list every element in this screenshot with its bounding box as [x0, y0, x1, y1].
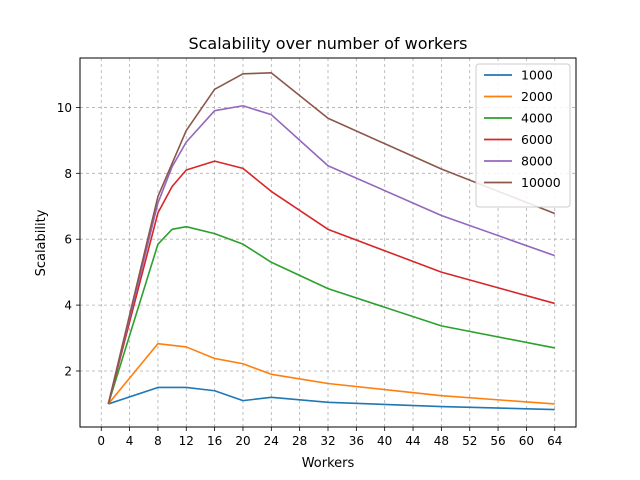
legend-label: 10000	[521, 175, 561, 190]
series-line-10000	[107, 72, 556, 405]
x-tick-label: 52	[462, 434, 477, 448]
x-tick-label: 64	[547, 434, 562, 448]
x-tick-label: 44	[405, 434, 420, 448]
legend-label: 4000	[521, 111, 553, 126]
x-tick-label: 48	[434, 434, 449, 448]
x-tick-label: 32	[320, 434, 335, 448]
x-axis: 0 4 8 12 16 20 24 28 32 36 40 44 48 52 56 60 64	[97, 427, 562, 448]
y-tick-label: 8	[64, 167, 72, 181]
y-axis: 2 4 6 8 10	[57, 101, 80, 378]
chart-title: Scalability over number of workers	[188, 34, 467, 53]
legend-label: 1000	[521, 68, 553, 83]
y-axis-label: Scalability	[34, 209, 49, 276]
series-line-4000	[107, 225, 555, 405]
x-tick-label: 0	[97, 434, 105, 448]
series-line-1000	[108, 386, 555, 411]
x-tick-label: 28	[292, 434, 307, 448]
x-tick-label: 24	[264, 434, 279, 448]
legend-label: 6000	[521, 132, 553, 147]
x-tick-label: 12	[179, 434, 194, 448]
legend-box	[475, 63, 571, 208]
series-line-8000	[107, 104, 556, 405]
y-tick-label: 10	[57, 101, 72, 115]
x-tick-label: 4	[126, 434, 134, 448]
x-tick-label: 56	[490, 434, 505, 448]
y-tick-label: 2	[64, 364, 72, 378]
y-tick-label: 6	[64, 233, 72, 247]
legend-label: 2000	[521, 89, 553, 104]
x-tick-label: 40	[377, 434, 392, 448]
series-line-6000	[107, 160, 555, 405]
x-axis-label: Workers	[302, 456, 355, 471]
legend-label: 8000	[521, 154, 553, 169]
legend: 1000 2000 4000 6000 8000 10000	[475, 63, 571, 208]
x-tick-label: 8	[154, 434, 162, 448]
series-line-2000	[107, 342, 555, 405]
x-tick-label: 36	[349, 434, 364, 448]
x-tick-label: 20	[235, 434, 250, 448]
y-tick-label: 4	[64, 299, 72, 313]
series-lines	[107, 72, 556, 411]
x-tick-label: 60	[519, 434, 534, 448]
x-tick-label: 16	[207, 434, 222, 448]
